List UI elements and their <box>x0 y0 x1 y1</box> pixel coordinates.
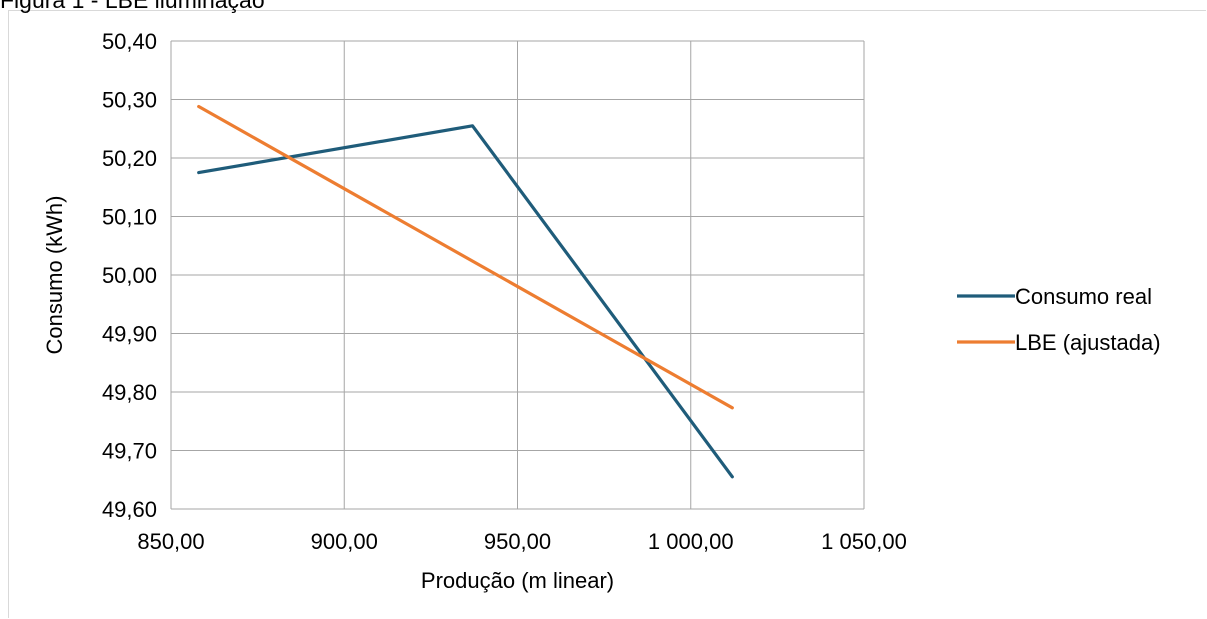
y-tick-label: 50,10 <box>102 205 157 230</box>
x-tick-label: 900,00 <box>311 529 378 554</box>
y-tick-label: 49,70 <box>102 439 157 464</box>
x-tick-label: 850,00 <box>137 529 204 554</box>
x-tick-label: 1 000,00 <box>648 529 734 554</box>
x-axis-title: Produção (m linear) <box>421 568 614 593</box>
y-axis-title: Consumo (kWh) <box>42 196 67 355</box>
series-line <box>197 104 734 410</box>
legend-label: Consumo real <box>1015 284 1152 309</box>
legend-label: LBE (ajustada) <box>1015 330 1161 355</box>
series-line <box>197 124 734 479</box>
chart-title: Figura 1 - LBE iluminação <box>0 0 265 13</box>
y-tick-label: 49,60 <box>102 497 157 522</box>
y-tick-label: 50,30 <box>102 88 157 113</box>
chart-frame <box>8 10 1206 618</box>
series-lines <box>197 104 734 479</box>
y-tick-label: 49,80 <box>102 380 157 405</box>
legend: Consumo real LBE (ajustada) <box>957 284 1161 355</box>
x-tick-label: 1 050,00 <box>821 529 907 554</box>
grid <box>170 40 865 510</box>
y-tick-label: 49,90 <box>102 322 157 347</box>
x-tick-label: 950,00 <box>484 529 551 554</box>
x-axis-ticks: 850,00 900,00 950,00 1 000,00 1 050,00 <box>137 529 906 554</box>
y-axis-ticks: 49,60 49,70 49,80 49,90 50,00 50,10 50,20 50,30… <box>102 29 157 522</box>
y-tick-label: 50,40 <box>102 29 157 54</box>
y-tick-label: 50,00 <box>102 263 157 288</box>
y-tick-label: 50,20 <box>102 146 157 171</box>
